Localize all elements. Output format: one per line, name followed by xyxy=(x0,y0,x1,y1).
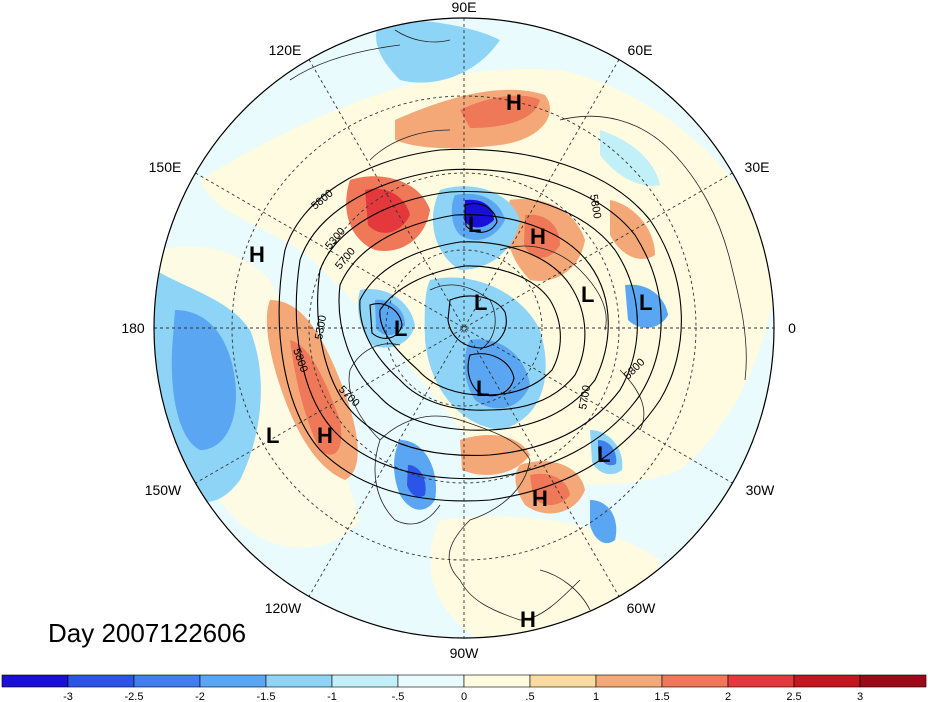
colorbar-tick-label: 1.5 xyxy=(654,691,669,702)
colorbar-tick-label: 3 xyxy=(857,691,863,702)
colorbar-segment xyxy=(727,674,795,688)
lon-label-150e: 150E xyxy=(149,159,182,175)
pressure-center: H xyxy=(317,423,333,448)
colorbar-tick-label: -1 xyxy=(327,691,337,702)
lon-label-60e: 60E xyxy=(628,42,653,58)
colorbar-segment xyxy=(265,674,333,688)
colorbar-tick-label: -3 xyxy=(63,691,73,702)
colorbar-segment xyxy=(661,674,729,688)
colorbar-tick-label: 2.5 xyxy=(786,691,801,702)
map-title: Day 2007122606 xyxy=(48,618,247,648)
lon-label-30w: 30W xyxy=(746,482,776,498)
colorbar-segment xyxy=(397,674,465,688)
colorbar-tick-label: -2 xyxy=(195,691,205,702)
colorbar-tick-label: 2 xyxy=(725,691,731,702)
colorbar-tick-label: .5 xyxy=(525,691,534,702)
lon-label-120e: 120E xyxy=(269,42,302,58)
colorbar-segment xyxy=(67,674,135,688)
colorbar-tick-label: 0 xyxy=(461,691,467,702)
colorbar-tick-label: 1 xyxy=(593,691,599,702)
lon-label-30e: 30E xyxy=(745,159,770,175)
contour-label: 5300 xyxy=(313,314,329,340)
pressure-center: H xyxy=(249,242,265,267)
pressure-centers: H L H H L L L L L L H L H H xyxy=(249,90,652,632)
lon-label-180: 180 xyxy=(121,320,145,336)
graticule xyxy=(154,18,774,638)
colorbar-segment xyxy=(793,674,861,688)
coastlines xyxy=(289,29,747,621)
contour-label: 5700 xyxy=(577,384,593,410)
pressure-center: L xyxy=(639,290,652,315)
map-boundary xyxy=(153,17,775,639)
colorbar: -3 -2.5 -2 -1.5 -1 -.5 0 .5 1 1.5 2 2.5 3 xyxy=(1,674,927,702)
lon-label-120w: 120W xyxy=(265,600,302,616)
colorbar-segment xyxy=(463,674,531,688)
lon-label-150w: 150W xyxy=(145,482,182,498)
pressure-center: L xyxy=(597,442,610,467)
colorbar-segment xyxy=(529,674,597,688)
pressure-center: H xyxy=(530,224,546,249)
pressure-center: L xyxy=(474,290,487,315)
colorbar-segment xyxy=(331,674,399,688)
pressure-center: L xyxy=(581,282,594,307)
colorbar-segment xyxy=(595,674,663,688)
colorbar-segment xyxy=(133,674,201,688)
colorbar-tick-label: -1.5 xyxy=(257,691,276,702)
lon-label-90e: 90E xyxy=(452,0,477,15)
pressure-center: L xyxy=(476,376,489,401)
pressure-center: L xyxy=(468,212,481,237)
lon-label-60w: 60W xyxy=(627,600,657,616)
colorbar-segment xyxy=(199,674,267,688)
colorbar-tick-label: -2.5 xyxy=(125,691,144,702)
pressure-center: H xyxy=(520,607,536,632)
colorbar-tick-label: -.5 xyxy=(392,691,405,702)
pressure-center: H xyxy=(532,486,548,511)
pressure-center: H xyxy=(506,90,522,115)
pressure-center: L xyxy=(394,316,407,341)
height-contours xyxy=(278,148,682,502)
lon-label-0: 0 xyxy=(788,320,796,336)
colorbar-segment xyxy=(1,674,69,688)
lon-label-90w: 90W xyxy=(450,645,480,661)
colorbar-segment xyxy=(859,674,927,688)
contour-label: 5800 xyxy=(587,193,603,219)
pressure-center: L xyxy=(266,423,279,448)
longitude-labels: 90E 90W 180 0 120E 150E 60E 30E 150W 120… xyxy=(121,0,796,661)
